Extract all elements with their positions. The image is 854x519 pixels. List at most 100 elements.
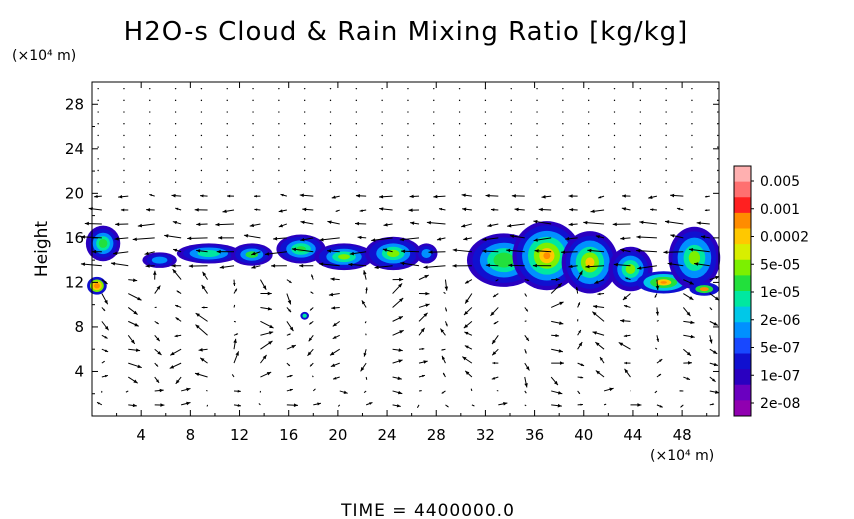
wind-vector-arrow xyxy=(251,251,261,256)
wind-vector-arrow xyxy=(201,306,208,309)
wind-vector-arrow xyxy=(231,374,235,378)
calm-vector-dot xyxy=(355,99,358,102)
wind-vector-arrow xyxy=(656,373,662,378)
calm-vector-dot xyxy=(355,181,358,183)
calm-vector-dot xyxy=(717,134,719,137)
wind-vector-arrow xyxy=(319,237,340,242)
wind-vector-arrow xyxy=(260,371,272,378)
calm-vector-dot xyxy=(717,99,719,102)
wind-vector-arrow xyxy=(194,208,208,212)
calm-vector-dot xyxy=(536,87,538,90)
wind-vector-arrow xyxy=(278,209,287,213)
wind-vector-arrow xyxy=(624,361,631,365)
calm-vector-dot xyxy=(536,134,538,137)
wind-vector-arrow xyxy=(222,209,235,214)
wind-vector-arrow xyxy=(233,304,236,308)
wind-vector-arrow xyxy=(94,194,102,199)
wind-vector-arrow xyxy=(196,222,208,227)
wind-vector-arrow xyxy=(145,264,155,268)
wind-vector-arrow xyxy=(577,270,583,280)
wind-vector-arrow xyxy=(443,291,446,294)
wind-vector-arrow xyxy=(365,402,373,406)
x-tick-label: 28 xyxy=(427,426,446,444)
calm-vector-dot xyxy=(717,123,719,125)
wind-vector-arrow xyxy=(507,223,525,228)
wind-vector-arrow xyxy=(309,307,314,311)
calm-vector-dot xyxy=(355,158,358,160)
wind-vector-arrow xyxy=(462,207,472,212)
wind-vector-arrow xyxy=(577,362,585,367)
calm-vector-dot xyxy=(407,123,409,125)
calm-vector-dot xyxy=(536,146,538,148)
x-tick-label: 4 xyxy=(136,426,146,444)
y-tick-label: 20 xyxy=(65,184,84,202)
wind-vector-arrow xyxy=(259,279,267,291)
y-tick-label: 16 xyxy=(65,229,84,247)
calm-vector-dot xyxy=(691,123,693,125)
wind-vector-arrow xyxy=(452,248,472,253)
calm-vector-dot xyxy=(355,111,358,113)
wind-vector-arrow xyxy=(260,306,273,311)
wind-vector-arrow xyxy=(577,390,581,395)
wind-vector-arrow xyxy=(383,222,393,227)
wind-vector-arrow xyxy=(514,207,525,212)
calm-vector-dot xyxy=(303,99,306,102)
calm-vector-dot xyxy=(174,146,177,148)
calm-vector-dot xyxy=(639,181,642,183)
calm-vector-dot xyxy=(355,123,358,125)
calm-vector-dot xyxy=(407,87,409,90)
wind-vector-arrow xyxy=(332,320,341,327)
calm-vector-dot xyxy=(303,87,306,90)
wind-vector-arrow xyxy=(498,402,508,406)
wind-vector-arrow xyxy=(639,220,657,225)
wind-vector-arrow xyxy=(452,264,472,268)
wind-vector-arrow xyxy=(491,334,499,345)
wind-vector-arrow xyxy=(164,234,182,239)
calm-vector-dot xyxy=(329,181,332,183)
wind-vector-arrow xyxy=(461,223,473,228)
wind-vector-arrow xyxy=(392,297,404,308)
wind-vector-arrow xyxy=(349,251,367,256)
colorbar-label: 1e-07 xyxy=(760,368,800,384)
wind-vector-arrow xyxy=(524,362,530,371)
calm-vector-dot xyxy=(329,158,332,160)
wind-vector-arrow xyxy=(656,335,660,343)
wind-vector-arrow xyxy=(663,250,684,255)
wind-vector-arrow xyxy=(683,334,695,339)
wind-vector-arrow xyxy=(621,207,631,211)
colorbar-label: 1e-05 xyxy=(760,285,800,301)
wind-vector-arrow xyxy=(175,207,182,211)
calm-vector-dot xyxy=(174,134,177,137)
calm-vector-dot xyxy=(200,134,203,137)
calm-vector-dot xyxy=(407,169,409,172)
calm-vector-dot xyxy=(691,146,693,148)
calm-vector-dot xyxy=(407,99,409,102)
wind-vector-arrow xyxy=(568,222,578,227)
calm-vector-dot xyxy=(278,146,280,148)
wind-vector-arrow xyxy=(709,275,720,281)
wind-vector-arrow xyxy=(233,351,240,364)
wind-vector-arrow xyxy=(620,236,631,241)
cloud-blob xyxy=(699,287,709,292)
plot-frame xyxy=(91,81,720,417)
wind-vector-arrow xyxy=(577,302,581,308)
wind-vector-arrow xyxy=(620,248,631,253)
calm-vector-dot xyxy=(200,99,203,102)
cloud-blob xyxy=(98,238,108,248)
calm-vector-dot xyxy=(303,181,306,183)
wind-vector-arrow xyxy=(144,251,155,256)
colorbar-swatch xyxy=(734,353,751,370)
wind-vector-arrow xyxy=(259,390,261,393)
wind-vector-arrow xyxy=(444,321,448,327)
wind-vector-arrow xyxy=(569,208,578,212)
colorbar-swatch xyxy=(734,244,751,261)
wind-vector-arrow xyxy=(328,292,340,297)
calm-vector-dot xyxy=(149,123,151,125)
wind-vector-arrow xyxy=(308,320,314,325)
wind-vector-arrow xyxy=(441,355,446,364)
y-tick-label: 12 xyxy=(65,273,84,291)
colorbar-label: 5e-05 xyxy=(760,257,800,273)
wind-vector-arrow xyxy=(260,291,272,296)
wind-vector-arrow xyxy=(206,404,209,407)
